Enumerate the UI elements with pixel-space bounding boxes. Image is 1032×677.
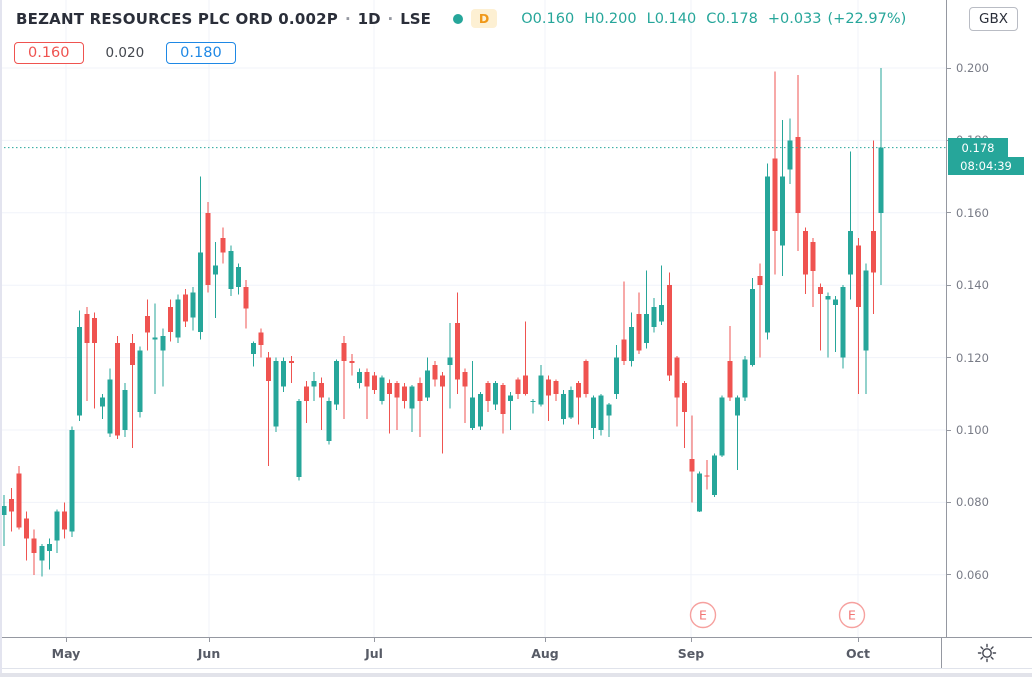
price-tick-label: 0.060 <box>956 568 989 582</box>
close-value: C0.178 <box>706 10 758 27</box>
high-value: H0.200 <box>584 10 637 27</box>
bar-countdown-label: 08:04:39 <box>948 157 1024 175</box>
price-tick-label: 0.100 <box>956 423 989 437</box>
exchange-label[interactable]: LSE <box>400 9 431 28</box>
spread-value: 0.020 <box>105 45 145 61</box>
price-tick-mark <box>946 430 951 431</box>
month-label: Jul <box>365 646 383 661</box>
ohlc-values: O0.160 H0.200 L0.140 C0.178 +0.033 (+22.… <box>521 11 912 27</box>
title-separator: · <box>387 9 394 28</box>
price-tick-mark <box>946 68 951 69</box>
axis-corner-divider <box>941 638 942 668</box>
interval-badge[interactable]: D <box>470 9 498 28</box>
currency-toggle-button[interactable]: GBX <box>969 7 1018 31</box>
price-tick-mark <box>946 285 951 286</box>
widget-bottom-border <box>0 668 1032 669</box>
month-label: Sep <box>677 646 705 661</box>
change-percent: (+22.97%) <box>827 10 907 27</box>
trade-panel: 0.160 0.020 0.180 <box>14 42 236 64</box>
title-separator: · <box>344 9 351 28</box>
buy-price-button[interactable]: 0.180 <box>166 42 236 64</box>
month-label: May <box>51 646 81 661</box>
price-tick-label: 0.140 <box>956 278 989 292</box>
candles <box>1 68 884 577</box>
month-label: Jun <box>197 646 221 661</box>
price-tick-mark <box>946 212 951 213</box>
time-tick-mark <box>858 638 859 642</box>
settings-button[interactable] <box>944 639 1030 667</box>
price-tick-label: 0.160 <box>956 206 989 220</box>
earnings-event-marker[interactable]: E <box>838 601 866 629</box>
time-tick-mark <box>374 638 375 642</box>
time-axis-border <box>0 637 1032 638</box>
time-tick-mark <box>545 638 546 642</box>
gear-icon <box>977 643 997 663</box>
price-tick-mark <box>946 502 951 503</box>
time-axis[interactable]: May Jun Jul Aug Sep Oct <box>0 638 941 668</box>
sell-price-button[interactable]: 0.160 <box>14 42 84 64</box>
price-tick-label: 0.200 <box>956 61 989 75</box>
low-value: L0.140 <box>646 10 697 27</box>
current-price-label: 0.178 <box>948 138 1008 157</box>
svg-text:E: E <box>848 608 856 623</box>
gridlines <box>0 0 946 637</box>
open-value: O0.160 <box>521 10 575 27</box>
earnings-event-marker[interactable]: E <box>689 601 717 629</box>
change-value: +0.033 <box>767 10 822 27</box>
left-edge-strip <box>0 0 2 677</box>
interval-label[interactable]: 1D <box>357 9 381 28</box>
chart-legend: BEZANT RESOURCES PLC ORD 0.002P · 1D · L… <box>16 9 912 28</box>
time-tick-mark <box>66 638 67 642</box>
price-tick-mark <box>946 574 951 575</box>
price-tick-mark <box>946 357 951 358</box>
month-label: Oct <box>845 646 870 661</box>
month-label: Aug <box>531 646 559 661</box>
price-tick-label: 0.120 <box>956 351 989 365</box>
bottom-edge-strip <box>0 673 1032 677</box>
time-tick-mark <box>691 638 692 642</box>
time-tick-mark <box>209 638 210 642</box>
svg-text:E: E <box>699 608 707 623</box>
connection-status-icon[interactable] <box>452 13 463 24</box>
price-axis-border <box>946 0 947 638</box>
price-tick-label: 0.080 <box>956 495 989 509</box>
symbol-title[interactable]: BEZANT RESOURCES PLC ORD 0.002P <box>16 9 338 28</box>
